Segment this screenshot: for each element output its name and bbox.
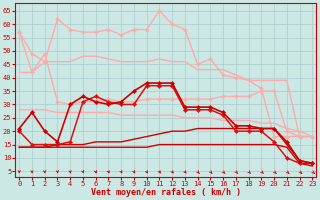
- X-axis label: Vent moyen/en rafales ( km/h ): Vent moyen/en rafales ( km/h ): [91, 188, 241, 197]
